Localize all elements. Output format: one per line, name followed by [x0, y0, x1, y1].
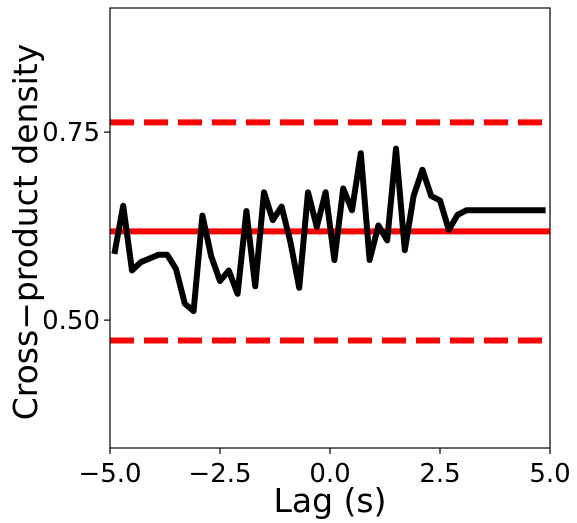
y-tick-label: 0.50 — [42, 306, 100, 336]
x-tick-label: −5.0 — [78, 459, 141, 489]
x-tick-label: 0.0 — [309, 459, 350, 489]
x-tick-label: 2.5 — [419, 459, 460, 489]
x-axis-label: Lag (s) — [274, 481, 387, 520]
series-line-0 — [111, 145, 546, 315]
y-tick-label: 0.75 — [42, 118, 100, 148]
x-tick-label: 5.0 — [529, 459, 570, 489]
ticks: −5.0 −2.5 0.0 2.5 5.0 0.50 0.75 — [42, 118, 571, 489]
plot-area — [110, 119, 550, 344]
y-axis-label: Cross−product density — [6, 44, 45, 421]
x-tick-label: −2.5 — [188, 459, 251, 489]
